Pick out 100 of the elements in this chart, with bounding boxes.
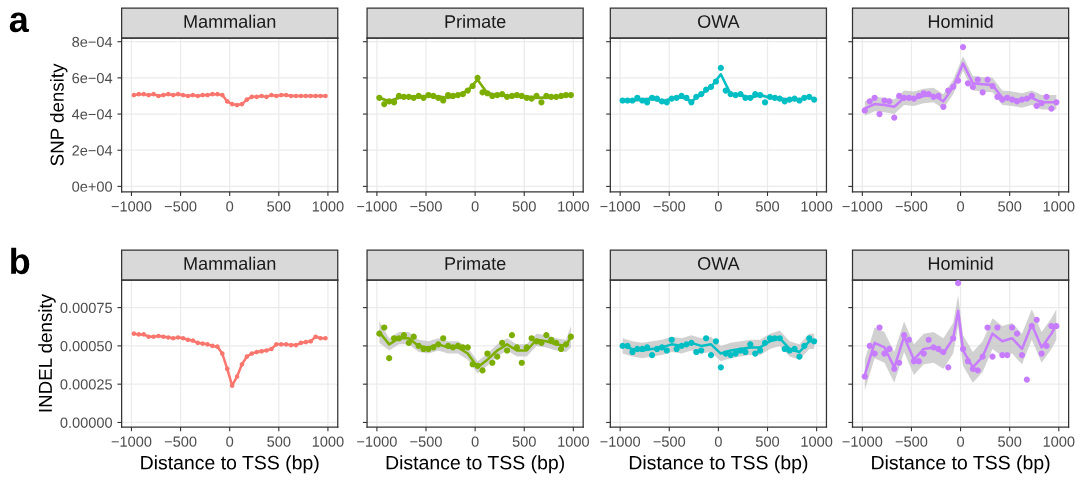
point xyxy=(925,336,932,343)
point xyxy=(776,335,783,342)
point xyxy=(288,342,294,348)
point xyxy=(523,94,530,101)
point xyxy=(283,342,289,347)
point xyxy=(503,93,511,100)
point xyxy=(761,339,769,346)
point xyxy=(518,92,525,100)
point xyxy=(141,91,147,97)
point xyxy=(891,114,898,121)
y-tick-label: 6e−04 xyxy=(72,72,113,84)
x-tick-label: 1000 xyxy=(312,201,344,212)
chart-title: OWA xyxy=(698,15,740,28)
point xyxy=(449,92,457,100)
point xyxy=(269,346,274,352)
point xyxy=(712,78,720,85)
x-tick-label: 0 xyxy=(957,201,965,212)
point xyxy=(220,92,225,98)
point xyxy=(229,101,235,107)
point xyxy=(639,97,646,104)
point xyxy=(464,87,471,94)
point xyxy=(146,92,151,98)
point xyxy=(658,344,666,351)
point xyxy=(861,373,868,380)
chart-title: Primate xyxy=(445,14,506,28)
point xyxy=(776,95,783,102)
y-tick-label: 2e−04 xyxy=(72,145,113,156)
point xyxy=(165,335,171,340)
point xyxy=(499,91,506,98)
point xyxy=(791,95,798,102)
point xyxy=(886,345,893,353)
point xyxy=(415,342,422,349)
point xyxy=(274,93,279,99)
point xyxy=(264,348,269,353)
point xyxy=(935,345,942,353)
point xyxy=(761,99,769,106)
point xyxy=(989,82,996,90)
point xyxy=(703,86,710,93)
point xyxy=(979,89,986,96)
point xyxy=(910,358,918,365)
point xyxy=(791,345,798,353)
point xyxy=(484,90,491,97)
point xyxy=(141,332,147,337)
point xyxy=(503,347,511,354)
point xyxy=(1013,98,1021,105)
y-axis-title: SNP density xyxy=(50,63,68,166)
point xyxy=(1004,351,1011,359)
point xyxy=(663,347,670,354)
point xyxy=(489,359,496,366)
point xyxy=(210,91,215,97)
point xyxy=(757,91,764,99)
point xyxy=(323,93,328,99)
point xyxy=(200,341,205,346)
point xyxy=(274,342,279,347)
point xyxy=(469,361,476,368)
point xyxy=(1018,351,1026,359)
x-tick-label: 0 xyxy=(471,201,479,212)
point xyxy=(955,280,962,287)
point xyxy=(673,94,680,101)
point xyxy=(959,345,967,353)
point xyxy=(562,341,570,348)
chart-title: Hominid xyxy=(928,14,993,28)
point xyxy=(1009,324,1016,331)
point xyxy=(881,350,888,357)
point xyxy=(395,335,403,342)
point xyxy=(796,97,803,104)
point xyxy=(925,91,932,98)
point xyxy=(866,342,873,349)
point xyxy=(959,44,967,51)
point xyxy=(629,97,636,104)
text: a xyxy=(9,12,29,33)
point xyxy=(915,92,922,100)
point xyxy=(781,345,788,353)
point xyxy=(180,92,186,98)
point xyxy=(910,95,918,102)
point xyxy=(999,96,1006,103)
point xyxy=(974,367,981,374)
point xyxy=(1023,376,1030,383)
x-tick-label: 0 xyxy=(226,201,234,212)
point xyxy=(727,91,734,98)
point xyxy=(876,324,883,331)
point xyxy=(688,99,695,106)
point xyxy=(653,345,661,353)
point xyxy=(811,96,818,103)
point xyxy=(165,91,171,97)
point xyxy=(161,92,166,98)
point xyxy=(528,335,535,342)
point xyxy=(405,93,412,100)
point xyxy=(254,94,260,100)
point xyxy=(523,344,530,351)
point xyxy=(131,92,137,98)
point xyxy=(210,343,215,349)
point xyxy=(543,332,550,339)
y-tick-label: 0.00000 xyxy=(60,417,113,428)
point xyxy=(969,365,976,372)
point xyxy=(278,342,284,347)
point xyxy=(629,348,636,356)
point xyxy=(707,351,715,359)
point xyxy=(806,93,813,100)
chart-title: OWA xyxy=(698,257,740,270)
